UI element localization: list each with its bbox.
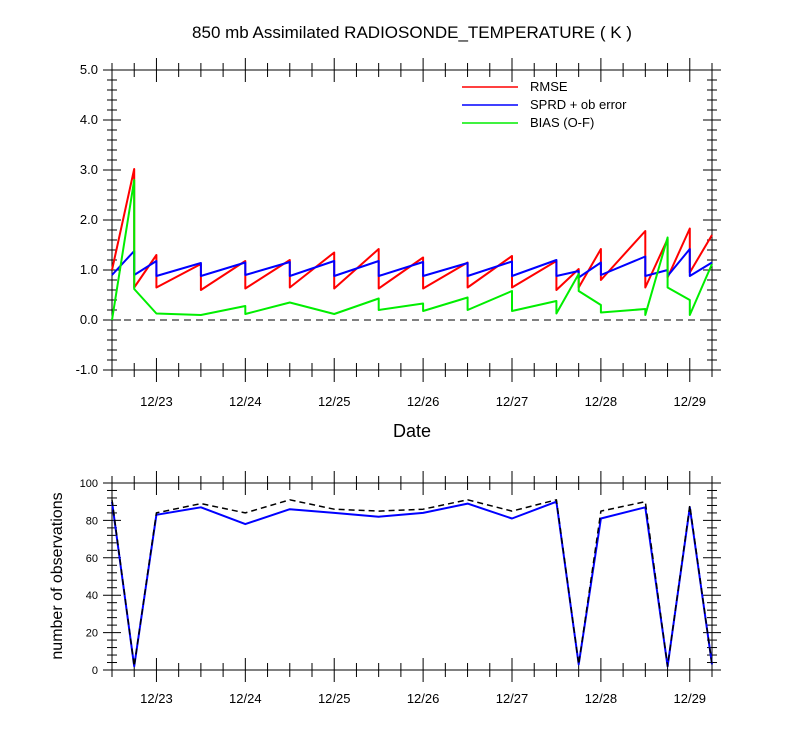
plot-frame [111,69,713,371]
x-tick-label: 12/25 [318,691,351,706]
y-tick-label: 3.0 [80,162,98,177]
y-tick-label: 0 [92,665,98,677]
legend-label-rmse: RMSE [530,79,568,94]
series-line-assimilated-observations [111,500,713,668]
chart-title: 850 mb Assimilated RADIOSONDE_TEMPERATUR… [192,23,632,42]
y-tick-label: 40 [86,590,98,602]
x-tick-label: 12/27 [496,691,529,706]
x-tick-label: 12/24 [229,691,262,706]
x-axis-title: Date [393,421,431,441]
y-tick-label: 60 [86,553,98,565]
y-tick-label: 0.0 [80,312,98,327]
x-tick-label: 12/26 [407,691,440,706]
legend-label-sprd: SPRD + ob error [530,97,627,112]
y-tick-label: 80 [86,515,98,527]
plot-frame [111,482,713,671]
y-tick-label: 1.0 [80,262,98,277]
y-tick-label: 2.0 [80,212,98,227]
x-tick-label: 12/29 [674,691,707,706]
x-tick-label: 12/25 [318,394,351,409]
temperature-stats-chart: 850 mb Assimilated RADIOSONDE_TEMPERATUR… [76,23,721,441]
x-tick-label: 12/23 [140,691,173,706]
y-tick-label: -1.0 [76,362,98,377]
data-series [111,499,713,668]
legend: RMSE SPRD + ob error BIAS (O-F) [462,79,627,130]
x-tick-label: 12/26 [407,394,440,409]
x-tick-labels: 12/23 12/24 12/25 12/26 12/27 12/28 12/29 [140,691,706,706]
y-tick-labels: -1.0 0.0 1.0 2.0 3.0 4.0 5.0 [76,62,98,377]
y-tick-labels: 0 20 40 60 80 100 [80,478,98,677]
plot-ticks [103,471,721,682]
x-tick-label: 12/24 [229,394,262,409]
series-line-sprd-ob-error [111,248,713,279]
x-tick-labels: 12/23 12/24 12/25 12/26 12/27 12/28 12/29 [140,394,706,409]
series-line-bias-o-f [111,179,713,321]
x-tick-label: 12/23 [140,394,173,409]
y-tick-label: 20 [86,628,98,640]
plot-ticks [103,58,721,382]
y-tick-label: 5.0 [80,62,98,77]
legend-label-bias: BIAS (O-F) [530,115,594,130]
data-series [111,168,713,321]
x-tick-label: 12/27 [496,394,529,409]
y-axis-title: number of observations [49,492,66,659]
y-tick-label: 4.0 [80,112,98,127]
x-tick-label: 12/28 [585,394,618,409]
x-tick-label: 12/29 [674,394,707,409]
series-line-rmse [111,168,713,291]
y-tick-label: 100 [80,478,98,490]
series-line-total-observations [111,499,713,668]
x-tick-label: 12/28 [585,691,618,706]
